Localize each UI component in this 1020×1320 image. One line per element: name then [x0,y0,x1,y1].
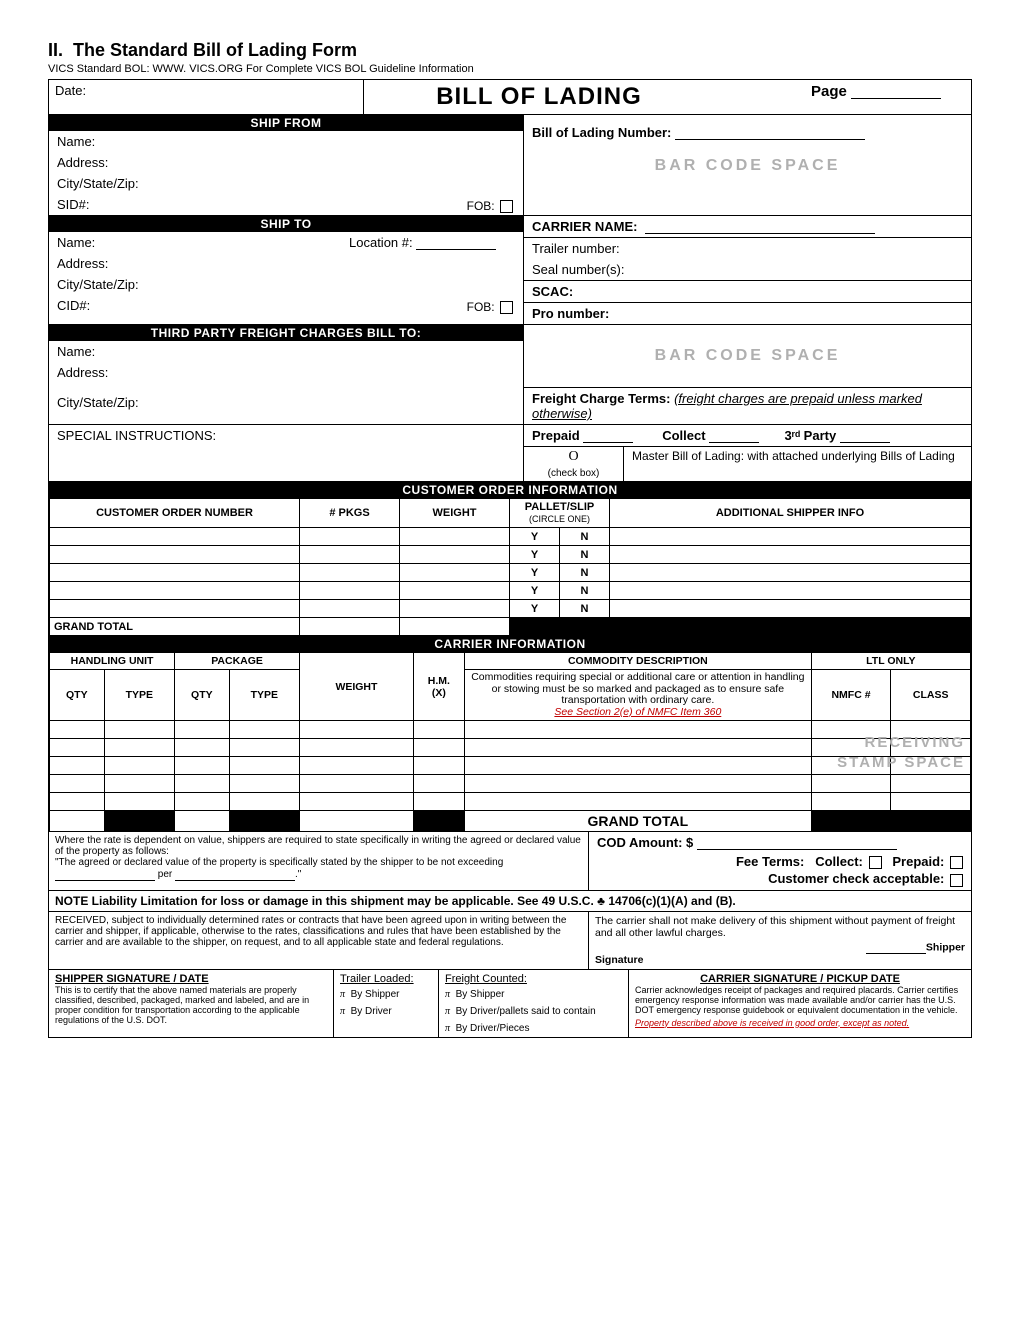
carrier-name: CARRIER NAME: [524,216,971,238]
customer-order-bar: CUSTOMER ORDER INFORMATION [49,481,971,498]
special-instructions: SPECIAL INSTRUCTIONS: [49,425,523,473]
shipper-sig: SHIPPER SIGNATURE / DATE This is to cert… [49,970,334,1037]
third-party-name: Name: [49,341,523,362]
seal-numbers: Seal number(s): [524,259,971,281]
freight-terms: Freight Charge Terms: (freight charges a… [524,387,971,424]
received-text: RECEIVED, subject to individually determ… [49,912,589,969]
ship-to-name: Name: Location #: [49,232,523,253]
third-party-bar: THIRD PARTY FREIGHT CHARGES BILL TO: [49,325,523,341]
barcode-space-1: BAR CODE SPACE [524,143,971,189]
freight-terms-options: Prepaid Collect 3ʳᵈ Party [524,425,971,447]
trailer-number: Trailer number: [524,238,971,259]
pro-number: Pro number: [524,303,971,324]
form-title: BILL OF LADING [364,80,714,114]
carrier-info-table: HANDLING UNIT PACKAGE WEIGHT H.M.(X) COM… [49,652,971,832]
ship-from-sid: SID#: FOB: [49,194,523,215]
date-label: Date: [49,80,364,114]
cust-check-checkbox[interactable] [950,874,963,887]
carrier-info-bar: CARRIER INFORMATION [49,636,971,652]
fee-prepaid-checkbox[interactable] [950,856,963,869]
third-party-address: Address: [49,362,523,383]
third-party-csz: City/State/Zip: [49,383,523,413]
ship-from-csz: City/State/Zip: [49,173,523,194]
fob-checkbox[interactable] [500,200,513,213]
received-right: The carrier shall not make delivery of t… [589,912,971,969]
ship-to-address: Address: [49,253,523,274]
master-checkbox[interactable]: Ο (check box) [524,447,624,481]
master-bol-label: Master Bill of Lading: with attached und… [624,447,971,481]
section-heading: II. The Standard Bill of Lading Form [48,40,972,61]
customer-order-table: CUSTOMER ORDER NUMBER # PKGS WEIGHT PALL… [49,498,971,636]
ship-from-name: Name: [49,131,523,152]
section-subheading: VICS Standard BOL: WWW. VICS.ORG For Com… [48,63,972,75]
carrier-sig: CARRIER SIGNATURE / PICKUP DATE Carrier … [629,970,971,1037]
ship-to-bar: SHIP TO [49,216,523,232]
ship-to-csz: City/State/Zip: [49,274,523,295]
declared-value: Where the rate is dependent on value, sh… [49,832,589,889]
fee-collect-checkbox[interactable] [869,856,882,869]
liability-note: NOTE Liability Limitation for loss or da… [49,890,971,912]
page-label: Page [714,80,971,114]
barcode-space-2: BAR CODE SPACE [524,325,971,387]
ship-from-address: Address: [49,152,523,173]
fob-checkbox-2[interactable] [500,301,513,314]
scac: SCAC: [524,281,971,303]
cod-section: COD Amount: $ Fee Terms: Collect: Prepai… [589,832,971,889]
ship-to-cid: CID#: FOB: [49,295,523,316]
bol-number: Bill of Lading Number: [524,115,971,143]
freight-counted: Freight Counted: π By Shipper π By Drive… [439,970,629,1037]
trailer-loaded: Trailer Loaded: π By Shipper π By Driver [334,970,439,1037]
ship-from-bar: SHIP FROM [49,115,523,131]
